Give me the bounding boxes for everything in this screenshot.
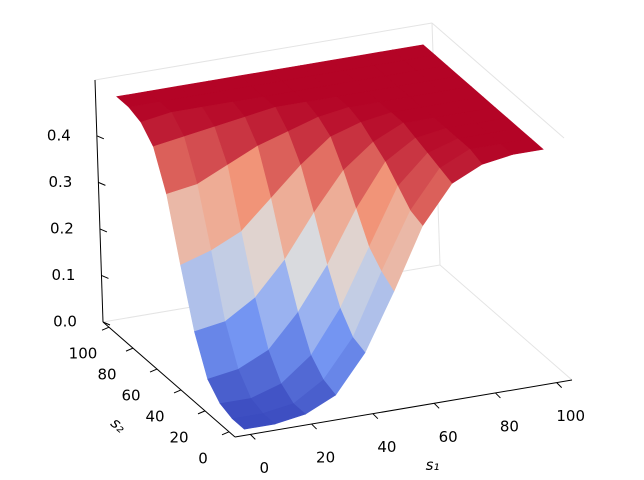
z-axis-line [94,79,104,323]
x-tick [495,392,501,399]
y-axis-line [102,321,236,438]
x-tick [433,402,440,409]
y-tick [173,389,182,394]
x-tick [372,413,379,420]
z-tick-label: 0.4 [47,126,71,144]
y-axis-label: s₂ [107,414,129,437]
z-tick [101,275,109,279]
y-tick [125,347,134,352]
pane-edge [94,22,433,81]
z-tick-label: 0.3 [48,173,72,191]
pane-edge [431,22,565,139]
z-tick-label: 0.1 [52,266,76,284]
x-tick [311,423,317,430]
x-axis-label: s₁ [426,456,440,474]
x-tick-label: 0 [260,459,270,477]
x-tick-label: 60 [439,428,458,446]
y-tick-label: 0 [198,449,208,467]
y-tick-label: 60 [121,387,140,405]
surface-cell [231,413,276,430]
x-tick [249,434,256,440]
z-tick [98,181,106,186]
y-tick-label: 20 [169,428,188,446]
x-tick-label: 40 [377,438,396,456]
y-tick [149,368,158,373]
z-tick [99,228,108,233]
x-tick-label: 100 [556,407,585,425]
z-tick-label: 0.2 [50,219,74,237]
x-axis-line [234,379,573,438]
y-tick-label: 40 [145,407,164,425]
y-tick [197,410,206,415]
z-tick [96,135,105,140]
x-tick [556,382,563,388]
y-tick [221,431,230,436]
y-tick-label: 100 [69,345,98,363]
pane-edge [439,264,573,381]
y-tick [101,326,110,331]
x-tick-label: 80 [500,417,519,435]
z-tick-label: 0.0 [53,313,77,331]
y-tick-label: 80 [97,366,116,384]
x-tick-label: 20 [316,449,335,467]
z-tick [102,321,111,326]
